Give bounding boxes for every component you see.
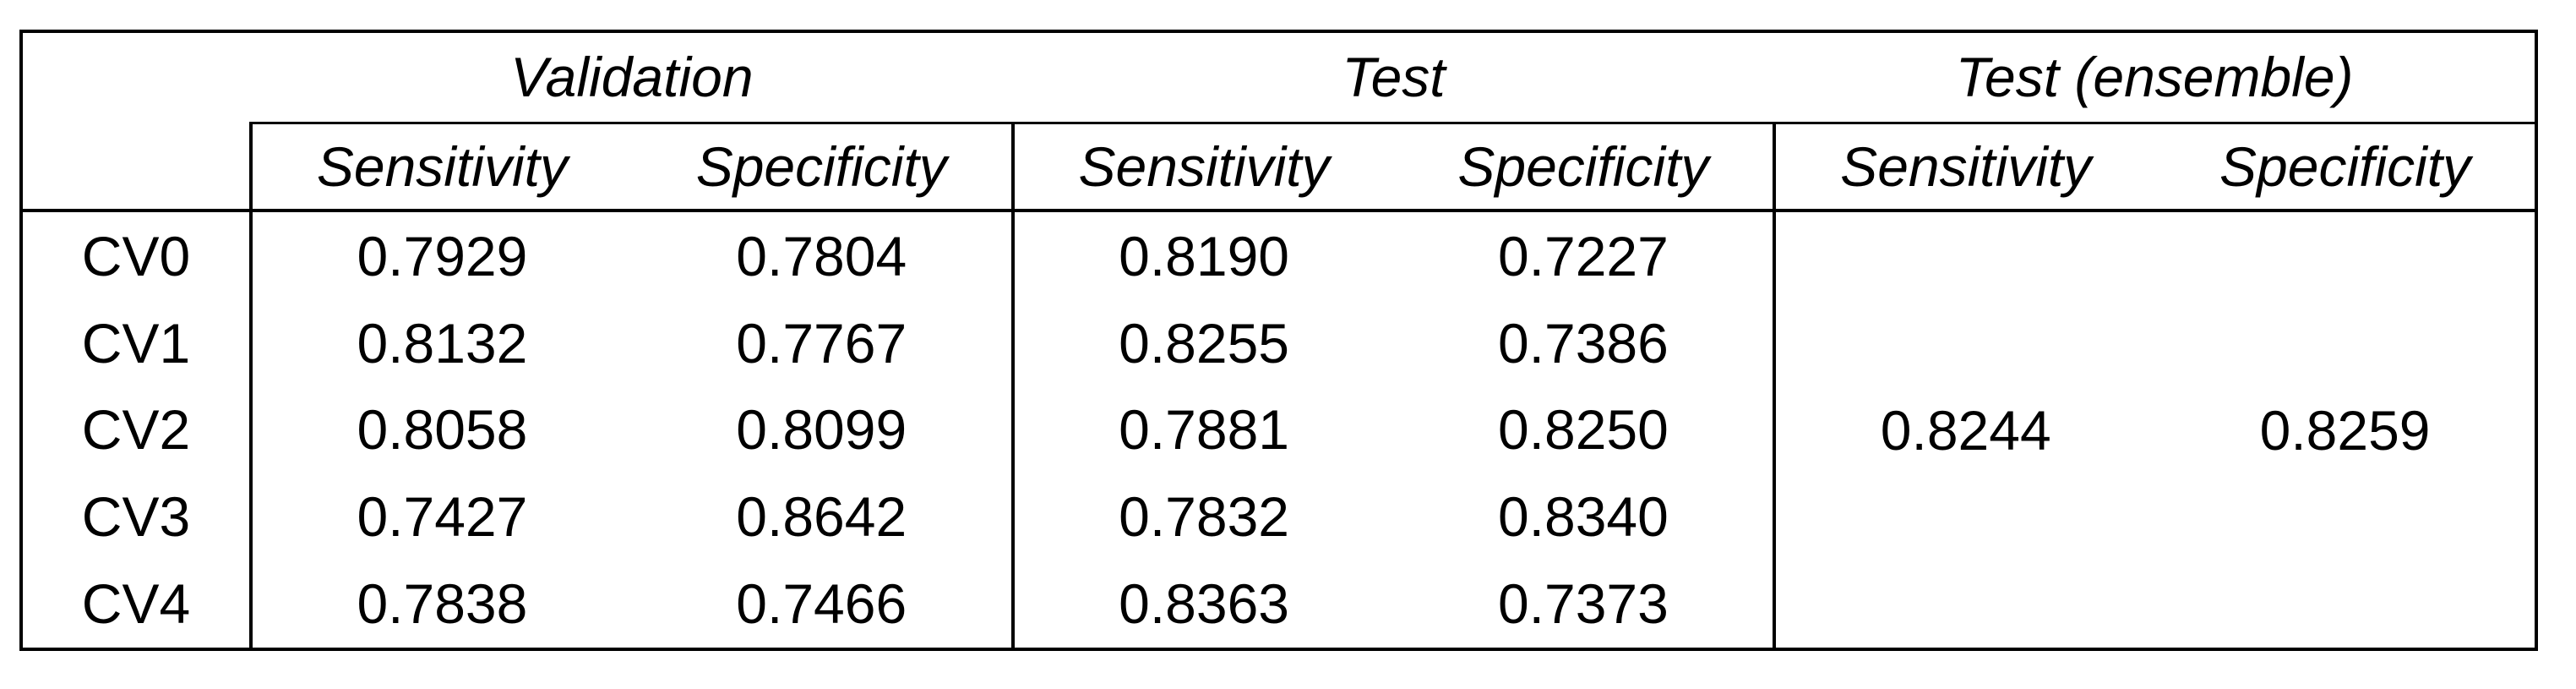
cell-cv1-test-specificity: 0.7386 xyxy=(1497,311,1669,375)
cell-cv2-test-sensitivity: 0.7881 xyxy=(1010,386,1394,473)
cell-cv4-validation-sensitivity: 0.7838 xyxy=(249,560,632,649)
cell-cv0-test-sensitivity: 0.8190 xyxy=(1010,211,1394,300)
cell-cv4-test-specificity: 0.7373 xyxy=(1497,572,1669,636)
group-header-test: Test xyxy=(1012,31,1775,124)
cell-cv1-validation-sensitivity: 0.8132 xyxy=(249,299,632,387)
cell-cv4-test-sensitivity: 0.8363 xyxy=(1010,560,1394,649)
col-header-ensemble-sensitivity: Sensitivity xyxy=(1773,123,2156,212)
cell-cv1-validation-specificity: 0.7767 xyxy=(736,311,907,375)
cell-cv2-validation-sensitivity: 0.8058 xyxy=(249,386,632,473)
cell-cv4-validation-specificity: 0.7466 xyxy=(736,572,907,636)
cell-cv0-test-specificity: 0.7227 xyxy=(1497,224,1669,287)
corner-cell xyxy=(21,31,251,212)
row-cv4: CV4 0.7838 0.7466 0.8363 0.7373 xyxy=(21,560,2536,649)
col-header-ensemble-specificity: Specificity xyxy=(2155,123,2536,212)
group-header-row: Validation Test Test (ensemble) xyxy=(21,31,2536,212)
row-label-cv1: CV1 xyxy=(81,311,191,375)
row-label-cv0: CV0 xyxy=(81,224,191,287)
row-cv0: CV0 0.7929 0.7804 0.8190 0.7227 0.8244 0… xyxy=(21,211,2536,649)
cv-results-table: Validation Test Test (ensemble) Sensitiv… xyxy=(19,30,2538,651)
cell-cv2-validation-specificity: 0.8099 xyxy=(736,398,907,462)
col-header-validation-specificity: Specificity xyxy=(631,123,1013,212)
cell-cv3-validation-specificity: 0.8642 xyxy=(736,485,907,549)
col-header-test-sensitivity: Sensitivity xyxy=(1010,123,1394,212)
group-header-test-ensemble: Test (ensemble) xyxy=(1774,31,2536,124)
sub-header-row: Sensitivity Specificity Sensitivity Spec… xyxy=(21,123,2536,212)
row-label-cv3: CV3 xyxy=(81,485,191,549)
col-header-test-specificity: Specificity xyxy=(1393,123,1775,212)
cell-cv0-validation-sensitivity: 0.7929 xyxy=(249,211,632,300)
cell-cv3-validation-sensitivity: 0.7427 xyxy=(249,473,632,560)
cell-cv2-test-specificity: 0.8250 xyxy=(1497,398,1669,462)
cell-cv3-test-sensitivity: 0.7832 xyxy=(1010,473,1394,560)
cell-cv1-test-sensitivity: 0.8255 xyxy=(1010,299,1394,387)
cell-cv3-test-specificity: 0.8340 xyxy=(1497,485,1669,549)
row-label-cv4: CV4 xyxy=(81,572,191,636)
row-cv3: CV3 0.7427 0.8642 0.7832 0.8340 xyxy=(21,473,2536,560)
group-header-validation: Validation xyxy=(251,31,1013,124)
row-label-cv2: CV2 xyxy=(81,398,191,462)
cell-cv0-validation-specificity: 0.7804 xyxy=(736,224,907,287)
row-cv1: CV1 0.8132 0.7767 0.8255 0.7386 xyxy=(21,299,2536,387)
cell-ensemble-sensitivity: 0.8244 xyxy=(1773,211,2156,649)
col-header-validation-sensitivity: Sensitivity xyxy=(249,123,632,212)
row-cv2: CV2 0.8058 0.8099 0.7881 0.8250 xyxy=(21,386,2536,473)
cell-ensemble-specificity: 0.8259 xyxy=(2259,398,2431,462)
